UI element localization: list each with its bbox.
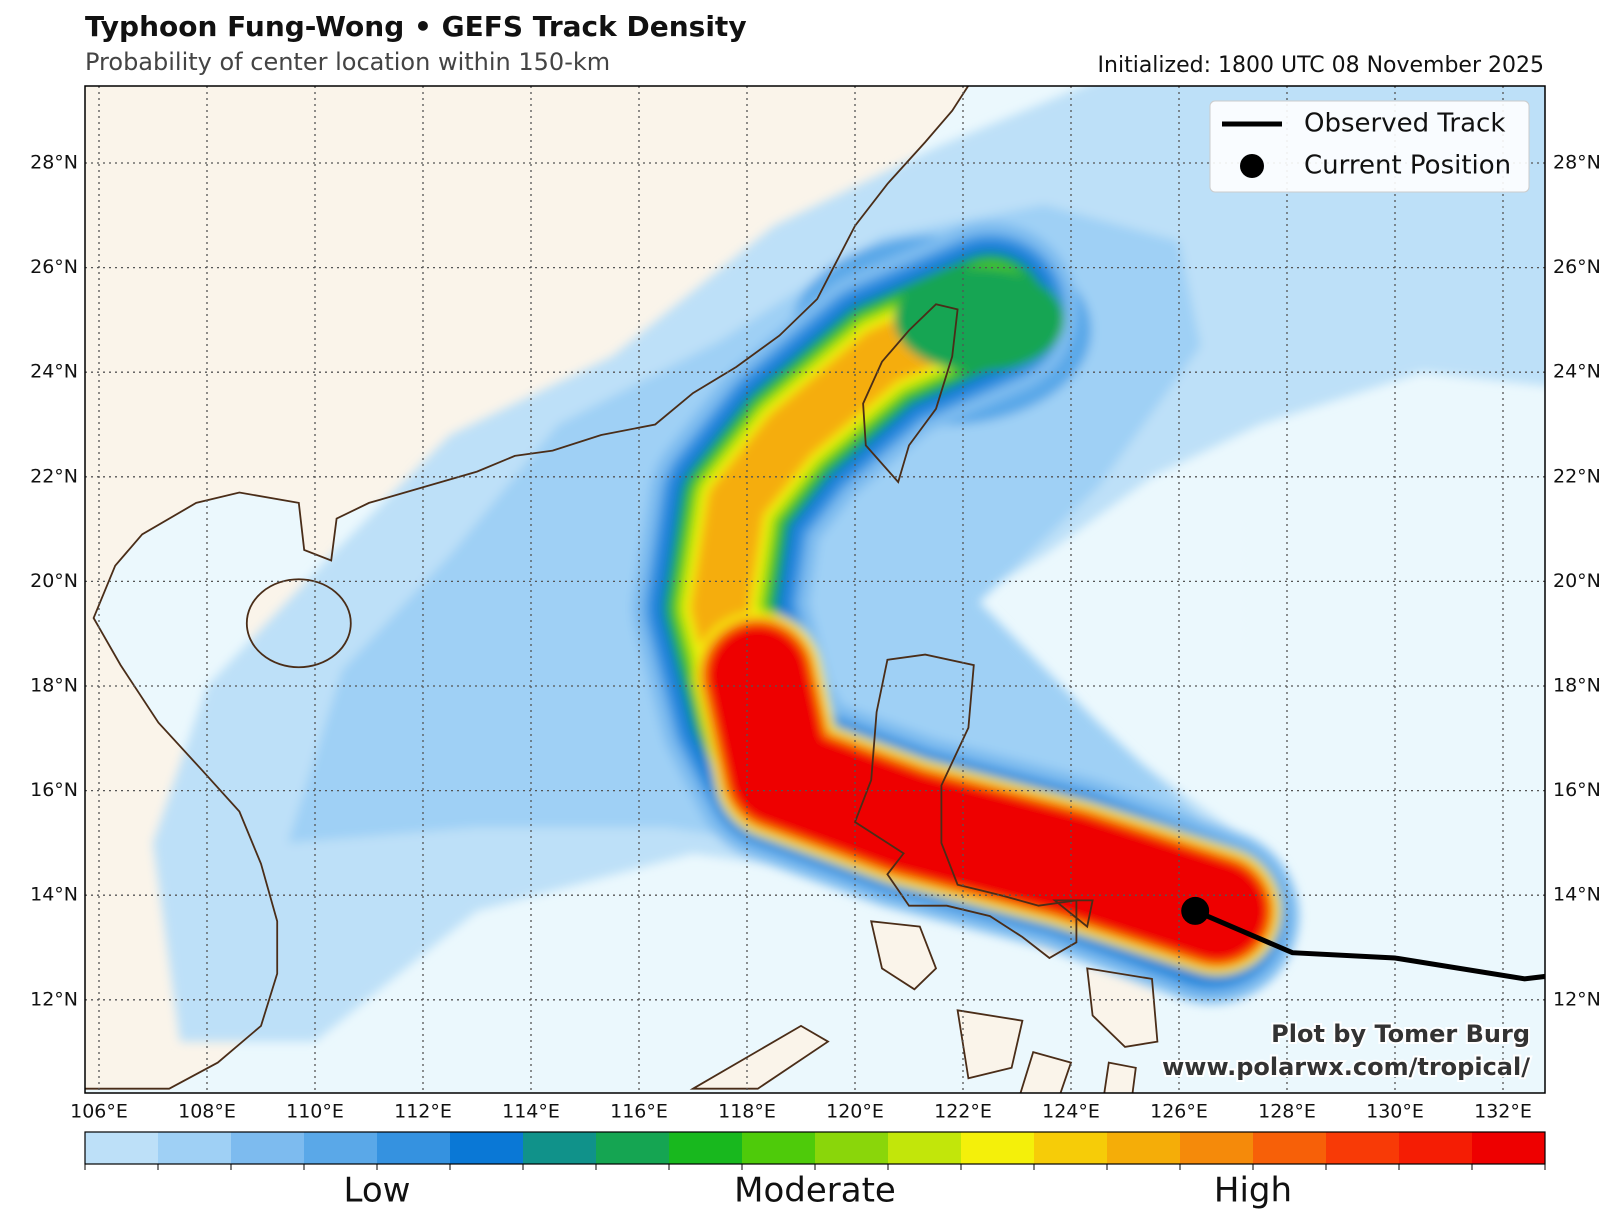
- lon-label: 120°E: [826, 1101, 884, 1123]
- lat-label: 16°N: [30, 779, 78, 801]
- lat-label: 14°N: [1553, 884, 1601, 906]
- colorbar-segment: [1034, 1132, 1108, 1164]
- colorbar-segment: [888, 1132, 962, 1164]
- coastline: [85, 86, 970, 1090]
- coastlines: [85, 86, 1159, 1093]
- lon-label: 132°E: [1474, 1101, 1532, 1123]
- density-band: [709, 627, 1265, 959]
- colorbar-label: Low: [344, 1171, 411, 1211]
- lat-label: 26°N: [1553, 256, 1601, 278]
- lat-label: 26°N: [30, 256, 78, 278]
- legend: Observed Track Current Position: [1209, 100, 1530, 193]
- lon-label: 110°E: [286, 1101, 344, 1123]
- current-position: [1181, 896, 1210, 925]
- colorbar-segment: [1399, 1132, 1473, 1164]
- coastline: [862, 303, 959, 484]
- colorbar-segment: [815, 1132, 889, 1164]
- colorbar-segment: [231, 1132, 305, 1164]
- credit: www.polarwx.com/tropical/: [1162, 1053, 1530, 1081]
- coastline: [1019, 1050, 1073, 1093]
- lat-label: 24°N: [30, 361, 78, 383]
- legend-label: Observed Track: [1304, 109, 1505, 139]
- legend-label: Current Position: [1304, 151, 1511, 181]
- lat-label: 20°N: [1553, 570, 1601, 592]
- lon-label: 118°E: [718, 1101, 776, 1123]
- lat-label: 18°N: [30, 675, 78, 697]
- init-time: Initialized: 1800 UTC 08 November 2025: [1098, 53, 1544, 78]
- coastline: [956, 1009, 1024, 1080]
- landmass: [693, 1025, 828, 1089]
- coastline: [689, 1024, 830, 1090]
- lat-label: 20°N: [30, 570, 78, 592]
- lon-label: 112°E: [394, 1101, 452, 1123]
- axis-labels: 12°N 12°N 14°N 14°N 16°N 16°N 18°N 18°N 20°N 20°N…: [30, 152, 1601, 1123]
- lat-label: 12°N: [1553, 988, 1601, 1010]
- landmass: [1020, 1052, 1071, 1093]
- colorbar-segment: [1107, 1132, 1181, 1164]
- colorbar-segment: [304, 1132, 378, 1164]
- colorbar-segment: [742, 1132, 816, 1164]
- lon-label: 124°E: [1042, 1101, 1100, 1123]
- coastline: [1086, 967, 1159, 1048]
- track-line: [1194, 908, 1545, 982]
- legend-box: [1209, 100, 1530, 193]
- observed-track: [1181, 896, 1545, 982]
- coastline: [1103, 1061, 1137, 1093]
- landmass: [871, 921, 936, 990]
- title: Typhoon Fung-Wong • GEFS Track Density: [85, 10, 747, 43]
- colorbar-segment: [1472, 1132, 1546, 1164]
- lat-label: 22°N: [30, 465, 78, 487]
- track-density: [153, 86, 1545, 1042]
- colorbar-segment: [596, 1132, 670, 1164]
- lon-label: 116°E: [610, 1101, 668, 1123]
- density-band: [894, 267, 1065, 372]
- lat-label: 28°N: [1553, 152, 1601, 174]
- lat-label: 18°N: [1553, 675, 1601, 697]
- colorbar-segment: [1180, 1132, 1254, 1164]
- lon-label: 128°E: [1258, 1101, 1316, 1123]
- credit: Plot by Tomer Burg: [1271, 1020, 1530, 1048]
- colorbar-label: Moderate: [734, 1171, 896, 1211]
- colorbar-segment: [158, 1132, 232, 1164]
- lat-label: 14°N: [30, 884, 78, 906]
- colorbar-segment: [1326, 1132, 1400, 1164]
- colorbar-label: High: [1214, 1171, 1292, 1211]
- lat-label: 22°N: [1553, 465, 1601, 487]
- map: [85, 86, 1545, 1093]
- lat-label: 12°N: [30, 988, 78, 1010]
- lon-label: 130°E: [1366, 1101, 1424, 1123]
- colorbar-segment: [1253, 1132, 1327, 1164]
- coastline: [1052, 899, 1094, 929]
- colorbar-segment: [669, 1132, 743, 1164]
- lon-label: 114°E: [502, 1101, 560, 1123]
- colorbar-segment: [961, 1132, 1035, 1164]
- landmass: [1104, 1062, 1136, 1093]
- lon-label: 106°E: [70, 1101, 128, 1123]
- colorbar-segment: [377, 1132, 451, 1164]
- lat-label: 28°N: [30, 152, 78, 174]
- lon-label: 126°E: [1150, 1101, 1208, 1123]
- colorbar-segment: [85, 1132, 159, 1164]
- legend-dot: [1240, 154, 1264, 178]
- colorbar-frame: [84, 1131, 1546, 1165]
- landmass: [957, 1010, 1023, 1079]
- colorbar: Low Moderate High: [84, 1131, 1546, 1211]
- coastline: [853, 653, 1078, 960]
- colorbar-segment: [450, 1132, 524, 1164]
- map-frame: [84, 85, 1546, 1094]
- lon-label: 108°E: [178, 1101, 236, 1123]
- lat-label: 16°N: [1553, 779, 1601, 801]
- lon-label: 122°E: [934, 1101, 992, 1123]
- coastline: [870, 920, 938, 991]
- colorbar-segment: [523, 1132, 597, 1164]
- subtitle: Probability of center location within 15…: [85, 48, 610, 76]
- coastline: [245, 578, 352, 669]
- lat-label: 24°N: [1553, 361, 1601, 383]
